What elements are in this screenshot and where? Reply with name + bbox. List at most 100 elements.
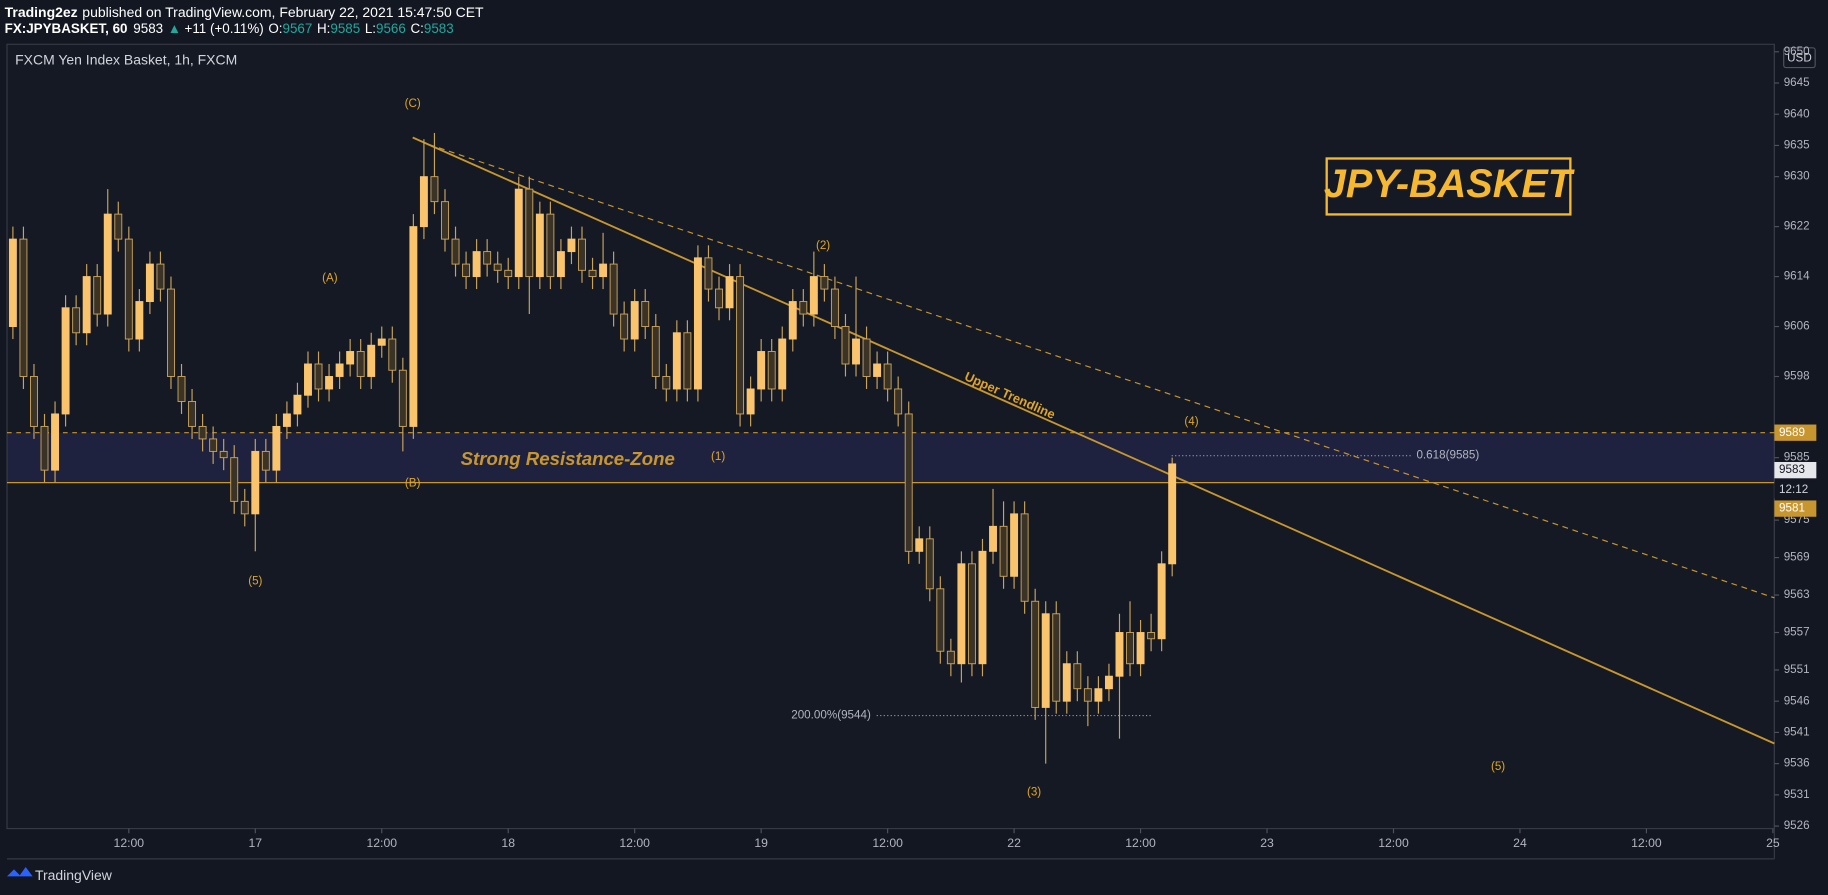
candle-body <box>356 351 365 377</box>
candle-body <box>788 301 797 340</box>
candle-body <box>683 332 692 390</box>
annotation: (4) <box>1184 415 1198 428</box>
ohlc-label: O: <box>268 21 282 36</box>
candle-body <box>377 338 386 346</box>
candle-body <box>1157 563 1166 640</box>
ohlc-value: 9567 <box>283 21 313 36</box>
x-tick-label: 12:00 <box>619 836 650 850</box>
candle-body <box>293 394 302 415</box>
candle-body <box>609 263 618 315</box>
published: published on TradingView.com, February 2… <box>82 4 484 20</box>
candle-body <box>567 238 576 253</box>
candle-body <box>51 413 60 471</box>
candle-body <box>778 338 787 390</box>
candle-body <box>757 351 766 390</box>
chart-title: FXCM Yen Index Basket, 1h, FXCM <box>15 51 237 67</box>
y-tick-label: 9622 <box>1784 220 1810 233</box>
candle-body <box>672 332 681 390</box>
candle-body <box>198 425 207 440</box>
candle-body <box>398 369 407 427</box>
label-box <box>1325 157 1572 216</box>
y-tick-label: 9650 <box>1784 45 1810 58</box>
candle-body <box>894 388 903 415</box>
last-price-tag: 9583 <box>1779 463 1805 476</box>
candle-body <box>93 276 102 315</box>
candle-body <box>72 307 81 334</box>
currency: USD <box>1787 51 1812 64</box>
candle-body <box>915 538 924 552</box>
annotation: (5) <box>1491 760 1505 773</box>
candle-body <box>325 376 334 390</box>
y-tick-label: 9563 <box>1784 588 1810 601</box>
annotation: 0.618(9585) <box>1416 449 1479 462</box>
ohlc-value: 9566 <box>376 21 406 36</box>
brand: TradingView <box>35 867 113 883</box>
x-tick-label: 25 <box>1766 836 1780 850</box>
candle-body <box>19 238 28 377</box>
x-tick-label: 23 <box>1260 836 1274 850</box>
y-tick-label: 9598 <box>1784 370 1810 383</box>
ohlc-label: H: <box>317 21 330 36</box>
y-tick-label: 9630 <box>1784 170 1810 183</box>
price-tag-bg <box>1774 424 1817 441</box>
candle-body <box>641 301 650 327</box>
candle-body <box>704 257 713 290</box>
candle-body <box>367 344 376 377</box>
candle-body <box>1168 463 1177 565</box>
candle-body <box>662 376 671 390</box>
resistance-zone <box>6 432 1775 483</box>
candle-body <box>1147 632 1156 640</box>
candle-body <box>1073 663 1082 690</box>
ohlc-value: 9585 <box>330 21 360 36</box>
candle-body <box>936 588 945 652</box>
candle-body <box>430 176 439 203</box>
candle-body <box>145 263 154 303</box>
candle-body <box>1136 632 1145 665</box>
candle-body <box>736 276 745 415</box>
annotation: (C) <box>405 97 421 110</box>
candle-body <box>504 269 513 278</box>
y-tick-label: 9546 <box>1784 694 1810 707</box>
candle-body <box>1052 613 1061 702</box>
candle-body <box>535 213 544 278</box>
last-price-tag-bg <box>1774 461 1817 479</box>
y-tick-label: 9526 <box>1784 819 1810 832</box>
candle-body <box>767 351 776 390</box>
trendline <box>412 136 1775 745</box>
candle-body <box>177 376 186 402</box>
candle-body <box>472 251 481 278</box>
currency-box[interactable] <box>1783 47 1816 69</box>
price-tag: 9589 <box>1779 426 1805 439</box>
y-tick-label: 9614 <box>1784 270 1810 283</box>
candle-body <box>820 276 829 290</box>
candle-body <box>240 500 249 515</box>
candle-body <box>251 450 260 515</box>
plot-area <box>6 43 1775 830</box>
candle-body <box>188 400 197 427</box>
ohlc-value: 9583 <box>424 21 454 36</box>
candle-body <box>588 269 597 278</box>
author: Trading2ez <box>5 4 78 20</box>
candle-body <box>578 238 586 271</box>
candle-body <box>830 288 839 327</box>
candle-body <box>462 263 471 278</box>
candle-body <box>1115 632 1124 677</box>
annotation: (5) <box>248 575 262 588</box>
x-tick-label: 24 <box>1513 836 1527 850</box>
x-tick-label: 12:00 <box>1378 836 1409 850</box>
candle-body <box>219 450 228 459</box>
annotation: (2) <box>816 239 830 252</box>
candle-body <box>799 301 808 315</box>
candle-body <box>209 438 218 452</box>
candle-body <box>30 376 38 427</box>
candle-body <box>282 413 291 427</box>
candle-body <box>946 650 955 665</box>
price-tag-bg <box>1774 500 1817 517</box>
annotation: JPY-BASKET <box>1324 162 1575 206</box>
x-tick-label: 12:00 <box>1631 836 1662 850</box>
candle-body <box>8 238 17 327</box>
y-tick-label: 9551 <box>1784 663 1810 676</box>
countdown: 12:12 <box>1779 483 1808 496</box>
